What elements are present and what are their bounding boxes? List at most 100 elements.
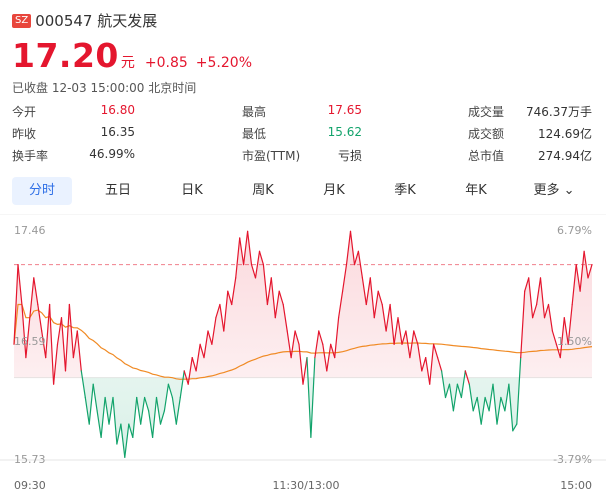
price-line-segment [413,330,419,345]
price-line-segment [175,396,181,425]
price-line-segment [247,230,253,266]
stat-label: 最高 [242,105,267,119]
price-line-segment [52,343,59,385]
tab-7[interactable]: 更多 ⌄ [533,183,575,198]
stat-label: 今开 [12,105,37,119]
price-line-segment [448,383,454,412]
price-line-segment [278,290,284,306]
price-line-segment [167,383,173,399]
tab-1[interactable]: 五日 [104,183,131,198]
y-right-tick: -3.79% [553,453,592,466]
price-line-segment [472,396,478,412]
price-line-segment [484,396,490,412]
market-status: 已收盘 12-03 15:00:00 北京时间 [12,81,197,95]
price-line-segment [274,290,280,319]
stats-row: 今开 16.80 最高 17.65 成交量 746.37万手 [0,103,606,125]
price-line-segment [417,343,423,372]
price-line-segment [476,396,482,425]
price-line-segment [425,357,431,385]
price-line-segment [369,277,375,319]
tab-2[interactable]: 日K [181,183,203,198]
price-line-segment [516,357,522,425]
price-line-segment [480,396,486,425]
price-area-up [14,231,592,378]
price-line-segment [88,383,94,425]
price-line-segment [76,330,82,372]
price-line-segment [464,370,470,385]
price-line-segment [310,357,316,438]
price-line-segment [25,317,31,359]
stock-header: SZ 000547 航天发展 [12,10,157,31]
price-line-segment [266,277,272,306]
price-line-segment [437,357,443,372]
stat-label: 换手率 [12,149,49,163]
price-line-segment [456,383,462,399]
price-change-percent: +5.20% [195,55,253,71]
stock-code-name: 000547 航天发展 [35,12,158,30]
price-line-segment [559,317,565,359]
price-line-segment [144,396,150,412]
price-line-segment [270,277,276,319]
price-line-segment [373,290,379,319]
price-line-segment [551,330,558,345]
price-line-segment [108,396,114,425]
y-left-tick: 17.46 [14,224,46,237]
price-line-segment [45,303,51,359]
tab-3[interactable]: 周K [252,183,274,198]
y-right-tick: 6.79% [557,224,592,237]
stat-label: 成交量 [468,105,505,119]
stat-value: 46.99% [89,147,135,161]
tab-4[interactable]: 月K [323,183,345,198]
price-line-segment [575,263,581,292]
price-line-segment [155,396,162,425]
price-line-segment [528,277,534,319]
price-line-segment [148,410,154,438]
price-line-segment [262,263,268,306]
price-line-segment [314,330,320,359]
price-line-segment [250,263,257,279]
price-line-segment [393,317,399,345]
price-line-segment [405,330,411,359]
price-line-segment [48,303,55,385]
price-line-segment [29,277,35,319]
price-line-segment [112,396,118,445]
stat-value: 16.35 [100,125,135,139]
stat-value: 124.69亿 [538,127,592,141]
price-unit: 元 [120,55,135,71]
price-line-segment [377,290,383,306]
tab-5[interactable]: 季K [394,183,416,198]
price-line-segment [183,370,189,385]
price-line-segment [318,330,324,345]
current-price: 17.20 [12,36,119,75]
price-line-segment [84,396,90,425]
price-line-segment [460,370,466,399]
stats-row: 昨收 16.35 最低 15.62 成交额 124.69亿 [0,125,606,147]
price-line-segment [219,303,225,332]
stat-value: 274.94亿 [538,149,592,163]
price-line-segment [163,383,169,412]
price-line-segment [231,277,237,306]
price-line-segment [128,423,134,438]
price-line-segment [385,303,391,332]
price-area-down [53,377,520,458]
price-line-segment [286,330,292,359]
price-line-segment [555,343,561,359]
price-line-segment [444,383,451,399]
price-line-segment [563,317,569,345]
price-line-segment [397,317,403,345]
price-line-segment [203,330,209,359]
price-line-segment [294,330,300,345]
price-line-segment [338,290,344,319]
price-line-segment [140,396,146,425]
tab-6[interactable]: 年K [465,183,487,198]
stat-value: 746.37万手 [526,105,592,119]
price-line-segment [409,330,415,359]
tab-0[interactable]: 分时 [12,177,72,205]
stat-label: 成交额 [468,127,505,141]
price-line-segment [302,357,308,385]
price-line-segment [488,383,494,412]
price-line-segment [124,423,130,458]
price-line-segment [159,410,165,425]
price-line-segment [579,250,585,292]
price-line-segment [195,343,201,372]
